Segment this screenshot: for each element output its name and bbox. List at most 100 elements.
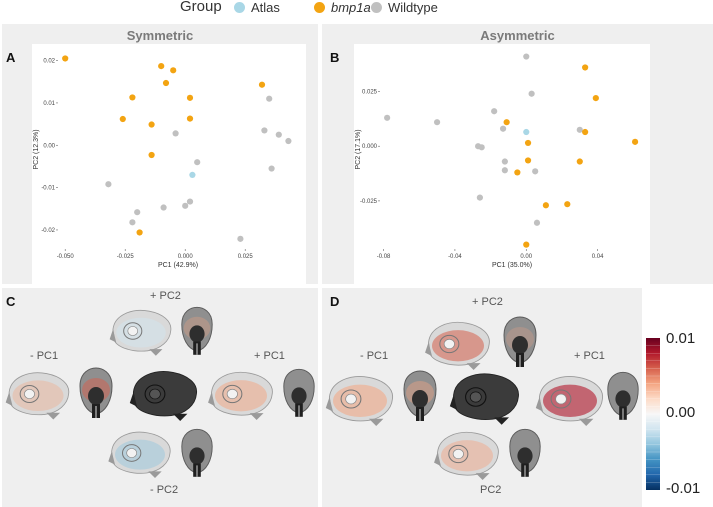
- legend-label-wildtype: Wildtype: [388, 0, 438, 15]
- panel-a-title: Symmetric: [126, 28, 194, 43]
- y-tick-label: 0.025: [362, 90, 378, 96]
- panel-c-letter: C: [6, 294, 16, 309]
- point-bmp1a: [186, 115, 194, 122]
- panel-a-letter: A: [6, 50, 16, 65]
- panel-a: Symmetric A -0.050 -0.025 0.000 0.025 0.02 0.…: [2, 24, 318, 284]
- point-wildtype: [105, 181, 112, 188]
- scatter-plot-b: -0.08 -0.04 0.00 0.04 0.025 0.000 -0.025 PC1 (3…: [355, 53, 639, 269]
- point-bmp1a: [523, 241, 530, 248]
- panel-d-letter: D: [330, 294, 340, 309]
- y-tick-label: -0.01: [41, 186, 55, 192]
- point-bmp1a: [631, 138, 639, 145]
- panel-d-label-plus-pc1: + PC1: [574, 350, 605, 362]
- point-wildtype: [182, 202, 189, 209]
- y-axis-label: PC2 (12.3%): [33, 129, 40, 169]
- point-wildtype: [491, 108, 498, 115]
- point-wildtype: [186, 198, 194, 205]
- panel-d-label-minus-pc2: PC2: [480, 484, 502, 496]
- point-bmp1a: [158, 62, 165, 70]
- x-tick-label: 0.00: [520, 254, 532, 260]
- point-wildtype: [576, 126, 583, 133]
- head-lateral-render: [434, 431, 499, 480]
- point-bmp1a: [136, 229, 143, 236]
- head-lateral-render: [449, 373, 519, 425]
- head-lateral-render: [535, 376, 603, 426]
- legend-swatch-atlas: [234, 2, 245, 13]
- head-frontal-render: [503, 316, 537, 367]
- y-tick-label: 0.000: [362, 144, 378, 150]
- point-wildtype: [501, 167, 508, 174]
- panel-b-letter: B: [330, 50, 340, 65]
- head-frontal-render: [509, 428, 541, 477]
- panel-c-label-minus-pc2: - PC2: [150, 484, 179, 496]
- y-tick-label: 0.00: [43, 143, 55, 149]
- head-lateral-render: [325, 376, 393, 426]
- legend: Group Atlas bmp1a Wildtype: [0, 0, 713, 16]
- panel-c: C + PC2 - PC1 + PC1 - PC2: [2, 288, 318, 507]
- point-wildtype: [275, 131, 282, 138]
- point-wildtype: [237, 235, 244, 242]
- y-tick-label: -0.02: [41, 228, 55, 234]
- panel-d-label-plus-pc2: + PC2: [472, 296, 503, 308]
- y-tick-label: -0.025: [360, 199, 378, 205]
- point-bmp1a: [514, 169, 521, 176]
- point-bmp1a: [592, 95, 599, 102]
- point-wildtype: [476, 194, 483, 201]
- point-wildtype: [134, 209, 141, 216]
- panel-b-title: Asymmetric: [480, 28, 555, 43]
- head-lateral-render: [425, 321, 490, 370]
- legend-item-atlas: Atlas: [234, 0, 280, 15]
- head-lateral-render: [129, 371, 197, 421]
- point-wildtype: [268, 165, 275, 172]
- legend-title: Group: [180, 0, 222, 15]
- colorbar-min-label: -0.01: [666, 480, 701, 497]
- legend-item-wildtype: Wildtype: [371, 0, 438, 15]
- point-wildtype: [433, 119, 441, 126]
- head-lateral-render: [5, 372, 70, 420]
- y-axis-label: PC2 (17.1%): [355, 129, 362, 169]
- panel-d-label-minus-pc1: - PC1: [360, 350, 389, 362]
- point-bmp1a: [186, 94, 194, 101]
- point-bmp1a: [129, 94, 136, 101]
- point-wildtype: [129, 219, 136, 226]
- panel-c-label-minus-pc1: - PC1: [30, 350, 59, 362]
- point-wildtype: [499, 125, 507, 132]
- x-tick-label: -0.050: [57, 254, 75, 260]
- head-lateral-render: [109, 310, 172, 356]
- legend-item-bmp1a: bmp1a: [314, 0, 371, 15]
- point-bmp1a: [148, 121, 155, 128]
- point-wildtype: [194, 159, 201, 166]
- point-bmp1a: [258, 81, 266, 88]
- colorbar-mid-label: 0.00: [666, 404, 696, 421]
- point-wildtype: [261, 127, 268, 134]
- panel-c-label-plus-pc1: + PC1: [254, 350, 285, 362]
- point-wildtype: [528, 90, 535, 97]
- point-bmp1a: [582, 128, 589, 136]
- point-bmp1a: [503, 119, 510, 126]
- x-tick-label: 0.000: [178, 254, 194, 260]
- x-tick-label: 0.04: [592, 254, 604, 260]
- head-frontal-render: [403, 370, 437, 421]
- point-bmp1a: [524, 139, 532, 147]
- point-bmp1a: [576, 158, 583, 165]
- legend-label-atlas: Atlas: [251, 0, 280, 15]
- point-wildtype: [160, 204, 167, 211]
- scatter-plot-a: -0.050 -0.025 0.000 0.025 0.02 0.01 0.00 -0.01 -…: [33, 55, 292, 269]
- legend-swatch-wildtype: [371, 2, 382, 13]
- x-axis-label: PC1 (42.9%): [158, 262, 198, 269]
- head-frontal-render: [79, 367, 113, 418]
- plot-a: -0.050 -0.025 0.000 0.025 0.02 0.01 0.00 -0.01 -…: [32, 44, 306, 284]
- head-frontal-render: [181, 428, 213, 477]
- point-wildtype: [266, 95, 273, 102]
- point-bmp1a: [148, 151, 155, 159]
- point-bmp1a: [524, 157, 532, 164]
- x-tick-label: 0.025: [238, 254, 254, 260]
- point-wildtype: [384, 114, 391, 121]
- point-bmp1a: [582, 64, 589, 71]
- point-wildtype: [172, 130, 179, 137]
- point-wildtype: [478, 144, 485, 151]
- head-frontal-render: [283, 368, 315, 417]
- head-lateral-render: [208, 371, 273, 420]
- legend-label-bmp1a: bmp1a: [331, 0, 371, 15]
- head-frontal-render: [607, 371, 639, 420]
